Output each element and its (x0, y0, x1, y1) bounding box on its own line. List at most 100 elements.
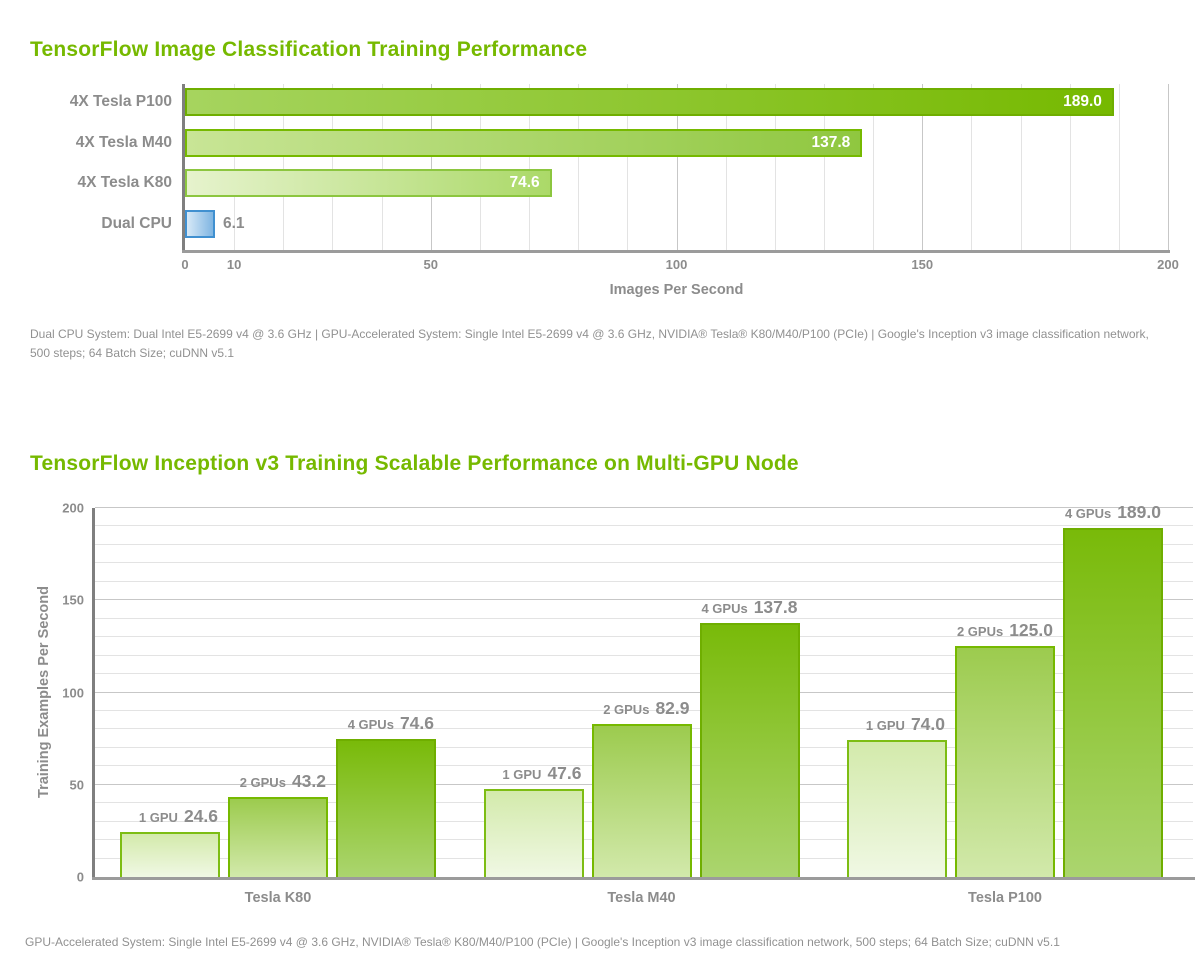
bar (699, 622, 800, 877)
bar-value-label: 137.8 (811, 133, 851, 151)
gridline-x-30 (332, 84, 334, 250)
bar-slot: 2 GPUs 43.2 (228, 508, 328, 877)
bar-group-tesla-k80: 1 GPU 24.6 2 GPUs 43.2 4 GPUs 74.6 Tesla K80 (120, 508, 436, 906)
bar-category-label: 4X Tesla K80 (77, 174, 173, 191)
gridline-x-70 (529, 84, 531, 250)
x-axis-tick-label: 50 (423, 257, 438, 272)
chart1-y-axis-line (182, 84, 185, 253)
bar-value-label: 2 GPUs 125.0 (957, 620, 1053, 641)
gridline-x-180 (1069, 84, 1071, 250)
gridline-x-20 (283, 84, 285, 250)
series-name: 1 GPU (865, 718, 905, 734)
bar-group-tesla-p100: 1 GPU 74.0 2 GPUs 125.0 4 GPUs 189.0 Tesla P10… (847, 502, 1163, 906)
series-value: 43.2 (291, 771, 326, 792)
series-name: 4 GPUs (701, 600, 748, 616)
bar-value-label: 1 GPU 24.6 (139, 806, 218, 827)
y-axis-tick-label: 200 (62, 500, 84, 516)
gridline-x-80 (578, 84, 580, 250)
bar-value-label: 4 GPUs 74.6 (348, 713, 434, 734)
x-axis-tick-label: 0 (181, 257, 189, 272)
series-name: 2 GPUs (603, 702, 650, 718)
gridline-y-130 (95, 636, 1193, 638)
series-name: 1 GPU (138, 809, 178, 825)
bar-category-label: 4X Tesla P100 (69, 93, 172, 110)
chart2-plot-area: 0 50 100 150 200 1 GPU 24.6 2 GPUs 43.2 4 GPUs 74… (62, 501, 1195, 906)
x-axis-tick-label: 150 (911, 257, 934, 272)
gridline-y-160 (95, 580, 1193, 582)
group-category-label: Tesla P100 (968, 890, 1042, 906)
bar-value-label: 1 GPU 74.0 (866, 714, 945, 735)
gridline-y-180 (95, 543, 1193, 545)
chart1-x-axis-title: Images Per Second (609, 282, 744, 298)
gridline-x-90 (627, 84, 629, 250)
x-axis-tick-label: 100 (665, 257, 688, 272)
bar-value-label: 1 GPU 47.6 (502, 763, 581, 784)
bar: 189.0 (185, 88, 1114, 116)
chart1-x-axis-line (182, 250, 1170, 253)
bar-category-label: 4X Tesla M40 (75, 133, 172, 151)
series-name: 1 GPU (502, 767, 542, 783)
bar-value-label: 2 GPUs 43.2 (240, 771, 326, 792)
bar (847, 740, 947, 877)
chart1-title: TensorFlow Image Classification Training… (30, 38, 588, 62)
x-axis-tick-label: 200 (1157, 257, 1179, 272)
bar (1063, 528, 1163, 877)
chart2-y-axis-title: Training Examples Per Second (36, 586, 52, 798)
series-name: 2 GPUs (239, 775, 286, 791)
y-axis-tick-label: 100 (62, 685, 84, 700)
chart2-y-axis-ticks: 0 50 100 150 200 (62, 501, 1193, 885)
bar (483, 789, 584, 877)
bar-group-tesla-m40: 1 GPU 47.6 2 GPUs 82.9 4 GPUs 137.8 Tesla M40 (483, 508, 800, 906)
y-axis-tick-label: 50 (69, 777, 84, 793)
bar: 137.8 (185, 128, 863, 157)
chart2-title: TensorFlow Inception v3 Training Scalabl… (30, 452, 799, 476)
gridline-y-170 (95, 562, 1193, 564)
series-name: 4 GPUs (1064, 506, 1112, 522)
gridline-x-200 (1168, 84, 1169, 250)
gridline-x-110 (725, 84, 727, 250)
bar-value-label: 2 GPUs 82.9 (603, 698, 689, 719)
bar-slot: 1 GPU 47.6 (483, 508, 584, 877)
bar-slot: 1 GPU 74.0 (847, 508, 947, 877)
gridline-y-150 (95, 599, 1193, 601)
bar-row: 4X Tesla K80 74.6 (78, 169, 1168, 210)
bar-value-label: 6.1 (222, 214, 245, 232)
gridline-x-120 (774, 84, 776, 250)
bar (120, 831, 220, 877)
chart2-bar-groups: 1 GPU 24.6 2 GPUs 43.2 4 GPUs 74.6 Tesla K80 1 … (95, 502, 1193, 906)
gridline-x-190 (1118, 84, 1120, 250)
bar (336, 739, 436, 877)
chart1-x-axis-ticks: 0 10 50 100 150 200 (181, 257, 1178, 273)
series-value: 24.6 (183, 805, 218, 826)
series-value: 137.8 (753, 596, 798, 617)
gridline-x-40 (381, 84, 383, 250)
bar-slot: 4 GPUs 189.0 (1063, 502, 1163, 877)
y-axis-tick-label: 150 (62, 592, 84, 608)
y-axis-tick-label: 0 (76, 869, 84, 885)
series-value: 125.0 (1009, 620, 1053, 641)
bar (591, 724, 692, 877)
bar (955, 646, 1055, 877)
gridline-x-50 (430, 84, 432, 250)
chart1-bar-rows: 4X Tesla P100 189.0 4X Tesla M40 137.8 4X Te… (70, 84, 1168, 251)
bar-row: Dual CPU 6.1 (101, 209, 1168, 251)
gridline-y-120 (95, 654, 1193, 656)
gridline-y-140 (95, 617, 1193, 619)
bar-row: 4X Tesla P100 189.0 (70, 88, 1168, 129)
bar-value-label: 189.0 (1063, 93, 1102, 111)
bar-slot: 1 GPU 24.6 (120, 508, 220, 877)
bar-slot: 2 GPUs 125.0 (955, 508, 1055, 877)
bar: 74.6 (185, 169, 552, 197)
chart1-gridlines (185, 84, 1169, 250)
chart1-plot-area: 4X Tesla P100 189.0 4X Tesla M40 137.8 4X Te… (70, 84, 1170, 253)
gridline-x-160 (971, 84, 973, 250)
gridline-x-60 (479, 84, 481, 250)
chart2-y-axis-line (92, 508, 95, 880)
gridline-y-190 (95, 525, 1193, 527)
bar-value-label: 4 GPUs 137.8 (701, 597, 797, 618)
bar-slot: 2 GPUs 82.9 (591, 508, 692, 877)
group-category-label: Tesla K80 (244, 890, 312, 906)
series-value: 189.0 (1117, 502, 1161, 523)
gridline-y-200 (95, 507, 1193, 508)
bar-value-label: 4 GPUs 189.0 (1065, 502, 1161, 523)
